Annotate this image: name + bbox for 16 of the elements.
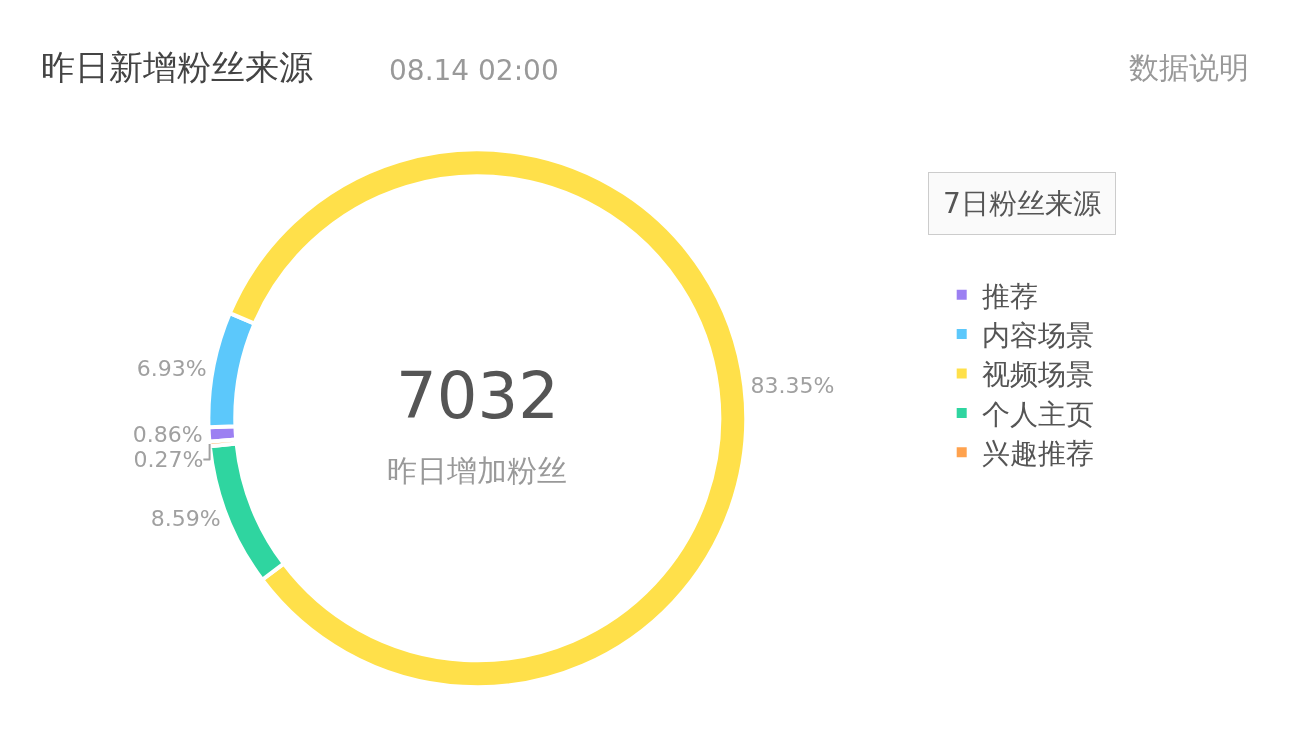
- data-label: 0.27%: [133, 447, 204, 473]
- data-label: 8.59%: [150, 505, 221, 531]
- legend-label: 视频场景: [981, 358, 1094, 392]
- data-label: 6.93%: [136, 356, 207, 382]
- text: 7032: [396, 359, 559, 433]
- legend-label: 个人主页: [981, 397, 1094, 431]
- data-label: 0.86%: [132, 422, 203, 448]
- legend-label: 内容场景: [981, 319, 1094, 353]
- chart-subtitle: 08.14 02:00: [389, 54, 559, 87]
- chart-title: 昨日新增粉丝来源: [41, 47, 313, 87]
- text: 7日粉丝来源: [943, 187, 1101, 220]
- legend-label: 推荐: [981, 279, 1038, 313]
- legend-label: 兴趣推荐: [981, 437, 1094, 471]
- text: 数据说明: [1129, 50, 1249, 85]
- text: 昨日增加粉丝: [387, 453, 567, 488]
- data-label: 83.35%: [750, 373, 835, 399]
